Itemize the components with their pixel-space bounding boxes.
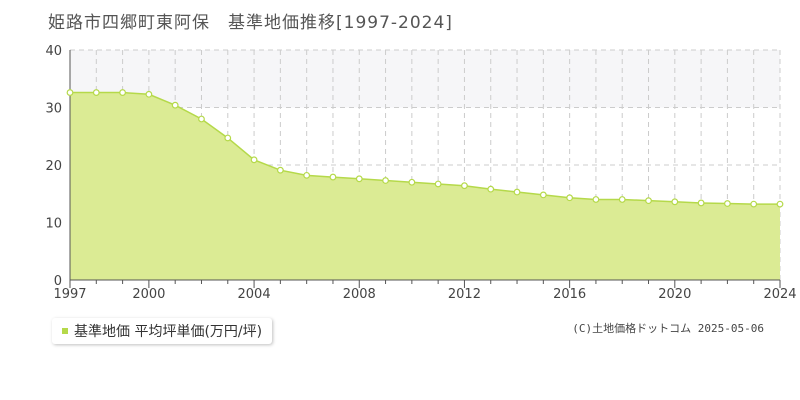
data-point-2018 [618, 196, 626, 203]
data-point-2005 [276, 166, 284, 174]
x-tick-label-2016: 2016 [553, 287, 586, 302]
x-tick-label-2020: 2020 [658, 287, 691, 302]
legend-label: 基準地価 平均坪単価(万円/坪) [74, 324, 263, 340]
data-point-2015 [539, 191, 547, 199]
data-point-2003 [224, 134, 232, 142]
x-tick-label-2000: 2000 [132, 287, 165, 302]
y-tick-label-30: 30 [45, 102, 62, 117]
data-point-2019 [645, 197, 652, 205]
data-point-2022 [724, 200, 731, 207]
y-tick-label-40: 40 [45, 44, 62, 59]
data-point-1998 [92, 89, 100, 96]
copyright-text: (C)土地価格ドットコム 2025-05-06 [572, 322, 764, 335]
data-point-2009 [382, 177, 389, 184]
data-point-2014 [513, 188, 521, 196]
data-point-2016 [566, 194, 574, 202]
data-point-2000 [145, 90, 153, 98]
y-tick-label-0: 0 [54, 274, 62, 289]
legend: 基準地価 平均坪単価(万円/坪) [52, 318, 273, 344]
data-point-2004 [250, 156, 258, 164]
x-tick-label-2004: 2004 [238, 287, 271, 302]
data-point-2001 [171, 101, 179, 109]
data-point-1999 [119, 89, 126, 96]
x-tick-label-2008: 2008 [343, 287, 376, 302]
data-point-2007 [329, 173, 337, 181]
data-point-2002 [198, 115, 205, 123]
y-tick-label-20: 20 [45, 159, 62, 174]
x-tick-label-2024: 2024 [763, 287, 796, 302]
series-area [70, 92, 780, 280]
data-point-2012 [461, 182, 468, 190]
axes [69, 50, 781, 288]
x-tick-label-1997: 1997 [53, 287, 86, 302]
band-30-40 [70, 50, 780, 108]
x-tick-label-2012: 2012 [448, 287, 481, 302]
y-tick-label-10: 10 [45, 217, 62, 232]
data-point-2024 [776, 200, 784, 208]
series-line [70, 91, 780, 205]
data-area [70, 91, 780, 280]
data-point-2020 [671, 198, 679, 206]
tick-labels: 0 10 20 30 40 1997 2000 2004 2008 2012 2016 2020 202… [45, 44, 796, 302]
data-point-2008 [355, 175, 363, 183]
data-point-2013 [487, 185, 495, 193]
data-point-2023 [750, 200, 758, 208]
data-point-2017 [592, 196, 600, 203]
background-band [70, 50, 780, 108]
data-point-2021 [697, 199, 705, 207]
legend-swatch [62, 328, 68, 334]
data-point-1997 [66, 89, 74, 96]
data-point-2011 [434, 180, 442, 188]
data-point-2006 [303, 171, 311, 179]
data-point-2010 [408, 178, 416, 186]
data-markers [66, 89, 784, 208]
chart-title: 姫路市四郷町東阿保 基準地価推移[1997-2024] [48, 13, 453, 33]
